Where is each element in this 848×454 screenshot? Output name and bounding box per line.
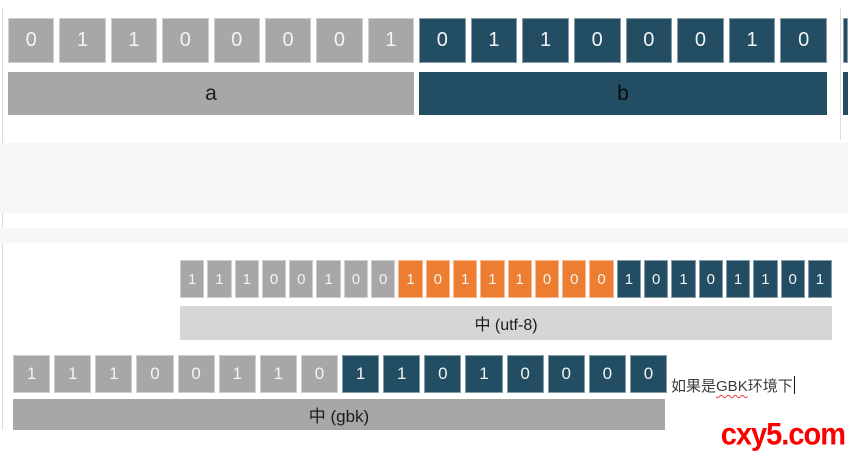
bit-cell: 0	[625, 18, 673, 63]
bit-cell: 0	[588, 355, 626, 393]
gbk-label: 中 (gbk)	[308, 407, 370, 426]
bit-cell: 1	[259, 355, 297, 393]
bit-cell: 1	[59, 18, 106, 63]
bit-cell: 0	[424, 355, 462, 393]
char-bar-b: b	[419, 72, 827, 115]
bit-cell: 0	[589, 260, 614, 298]
note-textbox[interactable]: 如果是GBK环境下	[671, 376, 795, 397]
bit-cell: 1	[218, 355, 256, 393]
note-text-keyword: GBK	[716, 378, 748, 395]
bit-cell: 0	[343, 260, 369, 298]
bit-cell: 0	[213, 18, 260, 63]
bit-cell: 0	[136, 355, 174, 393]
bit-cell: 1	[465, 355, 503, 393]
bit-cell: 1	[725, 260, 751, 298]
bit-cell: 1	[671, 260, 696, 298]
bit-cell: 1	[342, 355, 380, 393]
bit-cell: 0	[677, 18, 724, 63]
bit-cell: 1	[13, 355, 51, 393]
bit-cell: 0	[419, 18, 466, 63]
utf8-label: 中 (utf-8)	[474, 317, 538, 334]
bit-cell: 0	[8, 18, 55, 63]
bit-cell: 0	[261, 260, 287, 298]
bit-cell: 1	[180, 260, 205, 298]
gbk-label-bar: 中 (gbk)	[13, 399, 665, 430]
char-bar-b-label: b	[617, 81, 629, 105]
canvas-right-edge-line	[840, 8, 841, 140]
bit-cell: 1	[470, 18, 518, 63]
bit-cell: 1	[316, 260, 341, 298]
bit-cell: 1	[383, 355, 421, 393]
bit-cell: 1	[728, 18, 776, 63]
canvas-left-edge-line	[2, 8, 3, 430]
bit-cell: 0	[629, 355, 667, 393]
char-bar-a: a	[8, 72, 414, 115]
bit-cell: 1	[95, 355, 133, 393]
bit-cell: 0	[644, 260, 669, 298]
bit-cell: 1	[616, 260, 642, 298]
bit-cell: 0	[573, 18, 621, 63]
bit-cell: 1	[54, 355, 92, 393]
char-bar-a-label: a	[205, 81, 217, 105]
note-text-post: 环境下	[747, 378, 793, 395]
background-band	[0, 143, 848, 213]
bit-cell: 0	[780, 260, 805, 298]
clipped-char-bar	[843, 72, 848, 115]
note-text-pre: 如果是	[671, 378, 717, 395]
bit-cell: 0	[562, 260, 587, 298]
bit-cell: 1	[807, 260, 833, 298]
bit-cell: 0	[300, 355, 338, 393]
bit-cell: 1	[207, 260, 232, 298]
bit-cell: 1	[398, 260, 423, 298]
bit-cell: 0	[506, 355, 544, 393]
bit-cell: 0	[177, 355, 215, 393]
bit-cell: 0	[547, 355, 585, 393]
bit-cell: 0	[316, 18, 363, 63]
bit-cell: 0	[264, 18, 312, 63]
bit-cell: 1	[507, 260, 532, 298]
utf8-label-bar: 中 (utf-8)	[180, 306, 832, 340]
bit-cell: 1	[753, 260, 778, 298]
bit-cell: 1	[522, 18, 569, 63]
background-band-thin	[0, 228, 848, 243]
bit-cell: 0	[162, 18, 209, 63]
bit-cell: 0	[780, 18, 827, 63]
bit-cell: 1	[110, 18, 158, 63]
text-cursor-caret	[793, 376, 795, 394]
bit-cell: 1	[234, 260, 259, 298]
bit-cell: 0	[371, 260, 396, 298]
bit-cell: 0	[289, 260, 314, 298]
bit-cell: 0	[425, 260, 450, 298]
clipped-bit-cell	[843, 18, 848, 63]
bit-cell: 1	[367, 18, 414, 63]
bit-cell: 1	[452, 260, 478, 298]
bit-cell: 0	[698, 260, 723, 298]
bit-cell: 0	[534, 260, 560, 298]
watermark-logo: cxy5.com	[720, 417, 846, 452]
bit-cell: 1	[480, 260, 505, 298]
